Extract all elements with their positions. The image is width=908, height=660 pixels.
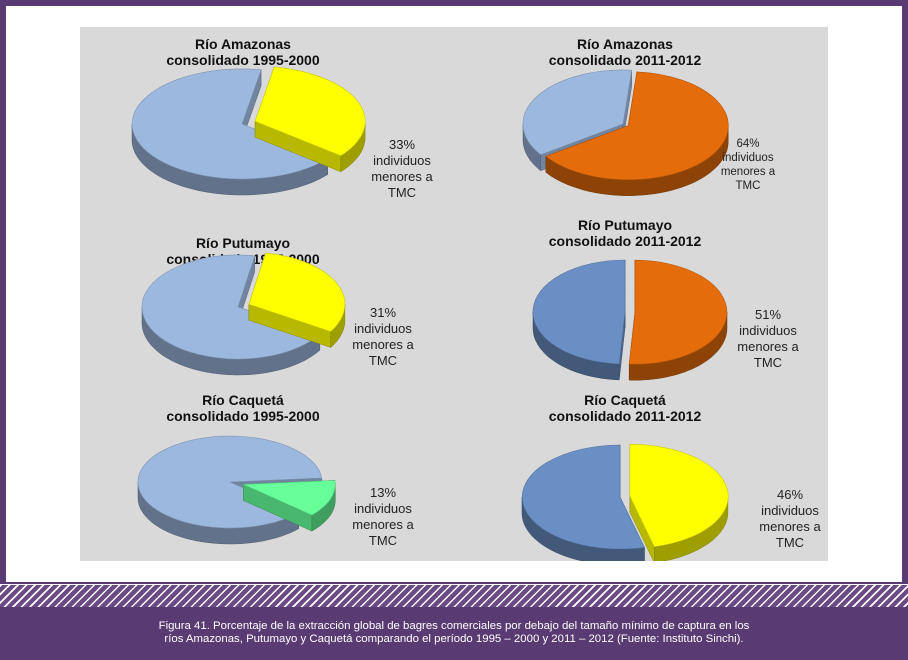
slice-top-rest [522,69,633,156]
hatch-divider [0,584,908,607]
slice-top-rest [521,444,645,550]
pie-slice-rest [521,444,645,561]
chart-title: Río Amazonas consolidado 2011-2012 [549,36,702,68]
pie-chart-1: Río Amazonas consolidado 1995-2000 33% indi… [131,36,433,200]
pie-slice-highlight [243,480,336,532]
pie-slice-highlight [545,71,729,196]
chart-title: Río Amazonas consolidado 1995-2000 [166,36,320,68]
chart-area: Río Amazonas consolidado 1995-2000 33% indi… [80,27,828,561]
pie-slice-highlight [248,252,346,349]
pie-chart-6: Río Caquetá consolidado 2011-2012 46% indiv… [521,392,821,561]
slice-top-rest [532,259,626,365]
slice-annotation: 46% individuos menores a TMC [759,487,821,550]
pie-slice-highlight [629,443,729,561]
slice-top-highlight [628,259,728,365]
chart-title: Río Caquetá consolidado 1995-2000 [166,392,320,424]
slice-top-rest [131,68,329,180]
pie-slice-highlight [628,259,728,381]
slice-top-highlight [243,480,336,516]
slice-top-highlight [629,443,729,548]
pie-slice-highlight [254,66,366,173]
slice-top-rest [141,254,321,360]
pie-chart-2: Río Amazonas consolidado 2011-2012 64% indi… [522,36,776,196]
pie-slice-rest [532,259,626,381]
slice-top-highlight [545,71,729,180]
chart-title: Río Caquetá consolidado 2011-2012 [549,392,702,424]
slice-annotation: 13% individuos menores a TMC [352,485,414,548]
pie-chart-4: Río Putumayo consolidado 2011-2012 51% indi… [532,217,799,381]
slice-annotation: 51% individuos menores a TMC [737,307,799,370]
caption-line-2: ríos Amazonas, Putumayo y Caquetá compar… [164,633,744,645]
chart-title: Río Putumayo consolidado 2011-2012 [549,217,702,249]
slice-annotation: 64% individuos menores a TMC [721,138,776,192]
slice-top-highlight [248,252,346,332]
caption-line-1: Figura 41. Porcentaje de la extracción g… [158,620,750,632]
slice-annotation: 31% individuos menores a TMC [352,305,414,368]
slice-top-highlight [254,66,366,157]
pie-charts-svg: Río Amazonas consolidado 1995-2000 33% indi… [131,36,821,561]
slice-annotation: 33% individuos menores a TMC [371,137,433,200]
figure-caption: Figura 41. Porcentaje de la extracción g… [40,620,868,646]
pie-chart-5: Río Caquetá consolidado 1995-2000 13% indiv… [137,392,414,548]
